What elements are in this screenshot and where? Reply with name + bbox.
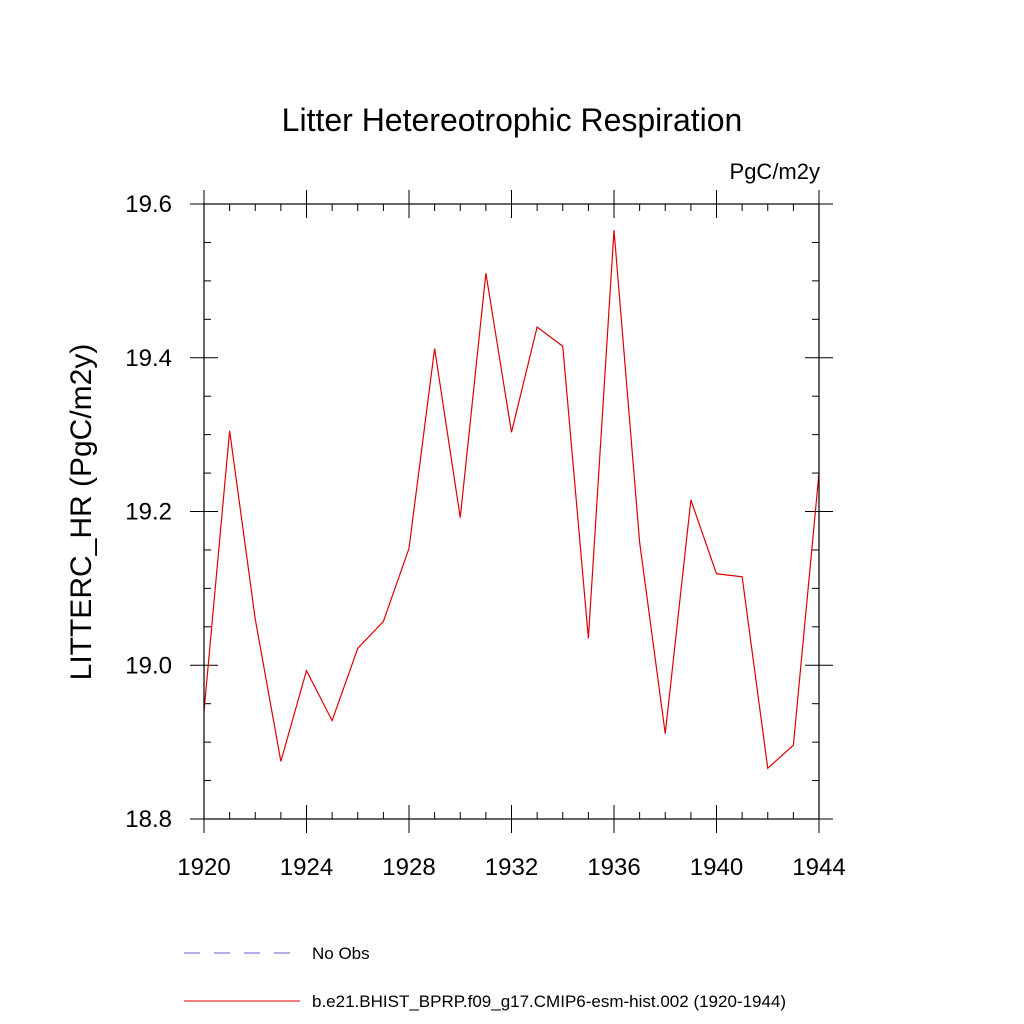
x-tick-label: 1940 [690,854,743,881]
x-tick-label: 1920 [177,854,230,881]
y-tick-label: 18.8 [125,806,172,833]
y-tick-label: 19.2 [125,499,172,526]
legend-label: No Obs [312,944,370,963]
x-tick-label: 1932 [485,854,538,881]
axis-ticks: 1920 1924 1928 1932 1936 1940 1944 18.8 19.0 19.2… [125,190,846,881]
series-line [203,230,820,770]
legend: No Obs b.e21.BHIST_BPRP.f09_g17.CMIP6-esm… [184,944,786,1011]
y-tick-label: 19.0 [125,652,172,679]
legend-label: b.e21.BHIST_BPRP.f09_g17.CMIP6-esm-hist.… [312,992,786,1011]
x-tick-label: 1924 [280,854,333,881]
x-tick-label: 1944 [792,854,845,881]
chart-title: Litter Hetereotrophic Respiration [282,102,743,138]
series-layer [203,230,820,770]
x-tick-label: 1928 [382,854,435,881]
units-label: PgC/m2y [730,159,820,184]
plot-frame [203,203,820,820]
y-axis-label: LITTERC_HR (PgC/m2y) [65,344,98,681]
y-tick-label: 19.4 [125,345,172,372]
y-tick-label: 19.6 [125,191,172,218]
x-tick-label: 1936 [587,854,640,881]
